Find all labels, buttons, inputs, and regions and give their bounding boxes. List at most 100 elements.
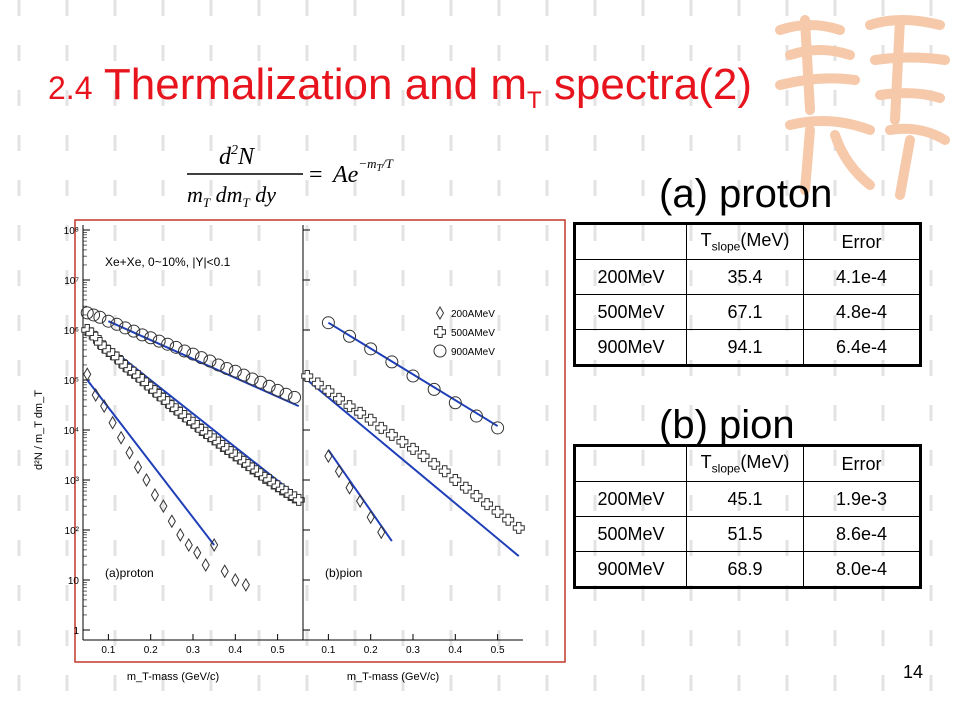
energy-cell: 500MeV	[574, 294, 687, 330]
data-point	[502, 513, 515, 526]
y-tick-label: 10⁸	[64, 226, 79, 237]
formula-denominator: mT dmT dy	[187, 182, 276, 210]
fit-line	[86, 379, 215, 546]
table-row: 200MeV 45.1 1.9e-3	[574, 481, 921, 517]
data-point	[459, 481, 472, 494]
error-cell: 6.4e-4	[803, 329, 921, 366]
data-point	[271, 383, 285, 397]
data-point	[125, 445, 134, 460]
tslope-cell: 45.1	[686, 481, 804, 517]
x-tick-label: 0.5	[271, 645, 285, 656]
data-point	[254, 375, 268, 389]
x-tick-label: 0.2	[364, 645, 378, 656]
data-point	[241, 577, 250, 592]
data-point	[481, 498, 494, 511]
table-row: 500MeV 67.1 4.8e-4	[574, 294, 921, 330]
chart-frame	[74, 219, 566, 663]
data-point	[201, 557, 210, 572]
data-point	[434, 326, 446, 338]
data-point	[210, 538, 219, 553]
y-tick-label: 10³	[65, 476, 80, 487]
data-point	[332, 392, 345, 405]
data-point	[220, 564, 229, 579]
series-200AMeV	[324, 449, 393, 542]
data-point	[512, 521, 525, 534]
data-point	[385, 355, 399, 369]
fit-line	[327, 321, 499, 427]
mt-spectrum-formula: d2N mT dmT dy = Ae−mT/T	[187, 143, 394, 210]
data-point	[91, 388, 100, 403]
proton-heading: (a) proton	[659, 172, 833, 216]
data-point	[427, 382, 441, 396]
y-tick-label: 10⁷	[64, 276, 79, 287]
data-point	[375, 421, 388, 434]
data-point	[228, 364, 242, 378]
data-point	[101, 314, 115, 328]
data-point	[178, 344, 192, 358]
data-point	[448, 396, 462, 410]
data-point	[110, 317, 124, 331]
data-point	[100, 399, 109, 414]
x-axis-label: m_T-mass (GeV/c)	[127, 671, 219, 683]
data-point	[127, 324, 141, 338]
data-point	[377, 525, 386, 540]
y-tick-label: 10⁶	[64, 326, 79, 337]
data-point	[262, 379, 276, 393]
data-point	[396, 435, 409, 448]
data-point	[288, 390, 302, 404]
legend-entry: 900AMeV	[433, 344, 495, 358]
page-number: 14	[903, 662, 924, 682]
title-subscript: T	[527, 87, 542, 114]
data-point	[169, 340, 183, 354]
x-axis-label: m_T-mass (GeV/c)	[347, 671, 439, 683]
formula-rhs: Ae−mT/T	[331, 156, 394, 188]
error-cell: 8.6e-4	[803, 516, 921, 552]
data-point	[334, 464, 344, 479]
data-point	[292, 493, 305, 506]
error-cell: 4.8e-4	[803, 294, 921, 330]
title-number: 2.4	[48, 70, 93, 106]
series-900AMeV	[321, 316, 505, 435]
calligraphy-watermark	[775, 15, 950, 200]
legend-label: 500AMeV	[451, 328, 495, 339]
data-point	[87, 308, 101, 322]
x-tick-label: 0.1	[321, 645, 335, 656]
data-point	[491, 421, 505, 435]
data-point	[161, 337, 175, 351]
data-point	[93, 310, 107, 324]
legend-label: 900AMeV	[451, 347, 495, 358]
data-point	[449, 474, 462, 486]
data-point	[343, 400, 356, 413]
table-row: 900MeV 94.1 6.4e-4	[574, 329, 921, 366]
tslope-cell: 67.1	[686, 294, 804, 330]
data-point	[364, 342, 378, 356]
energy-cell: 500MeV	[574, 516, 687, 552]
data-point	[135, 328, 149, 342]
y-tick-label: 10²	[65, 526, 80, 537]
y-tick-label: 10	[68, 576, 80, 587]
data-point	[184, 538, 193, 553]
formula-numerator: d2N	[219, 143, 256, 170]
data-point	[345, 480, 354, 495]
series-900AMeV	[80, 306, 302, 408]
formula-equals: =	[309, 162, 323, 188]
legend-entry: 200AMeV	[435, 306, 495, 320]
data-point	[311, 377, 324, 390]
data-point	[142, 473, 151, 487]
data-point	[186, 347, 200, 361]
x-tick-label: 0.3	[406, 645, 420, 656]
data-point	[469, 409, 483, 423]
tslope-cell: 68.9	[686, 551, 804, 588]
data-point	[118, 321, 132, 335]
data-point	[194, 351, 208, 365]
table-header-error: Error	[803, 223, 921, 260]
table-header-tslope: Tslope(MeV)	[686, 223, 804, 260]
data-point	[193, 545, 202, 560]
system-label: Xe+Xe, 0~10%, |Y|<0.1	[105, 255, 231, 269]
data-point	[435, 306, 445, 320]
table-header-error: Error	[803, 445, 921, 482]
data-point	[80, 306, 94, 320]
data-point	[428, 457, 441, 470]
table-header-tslope: Tslope(MeV)	[686, 445, 804, 482]
table-header-row: Tslope(MeV) Error	[574, 445, 921, 482]
